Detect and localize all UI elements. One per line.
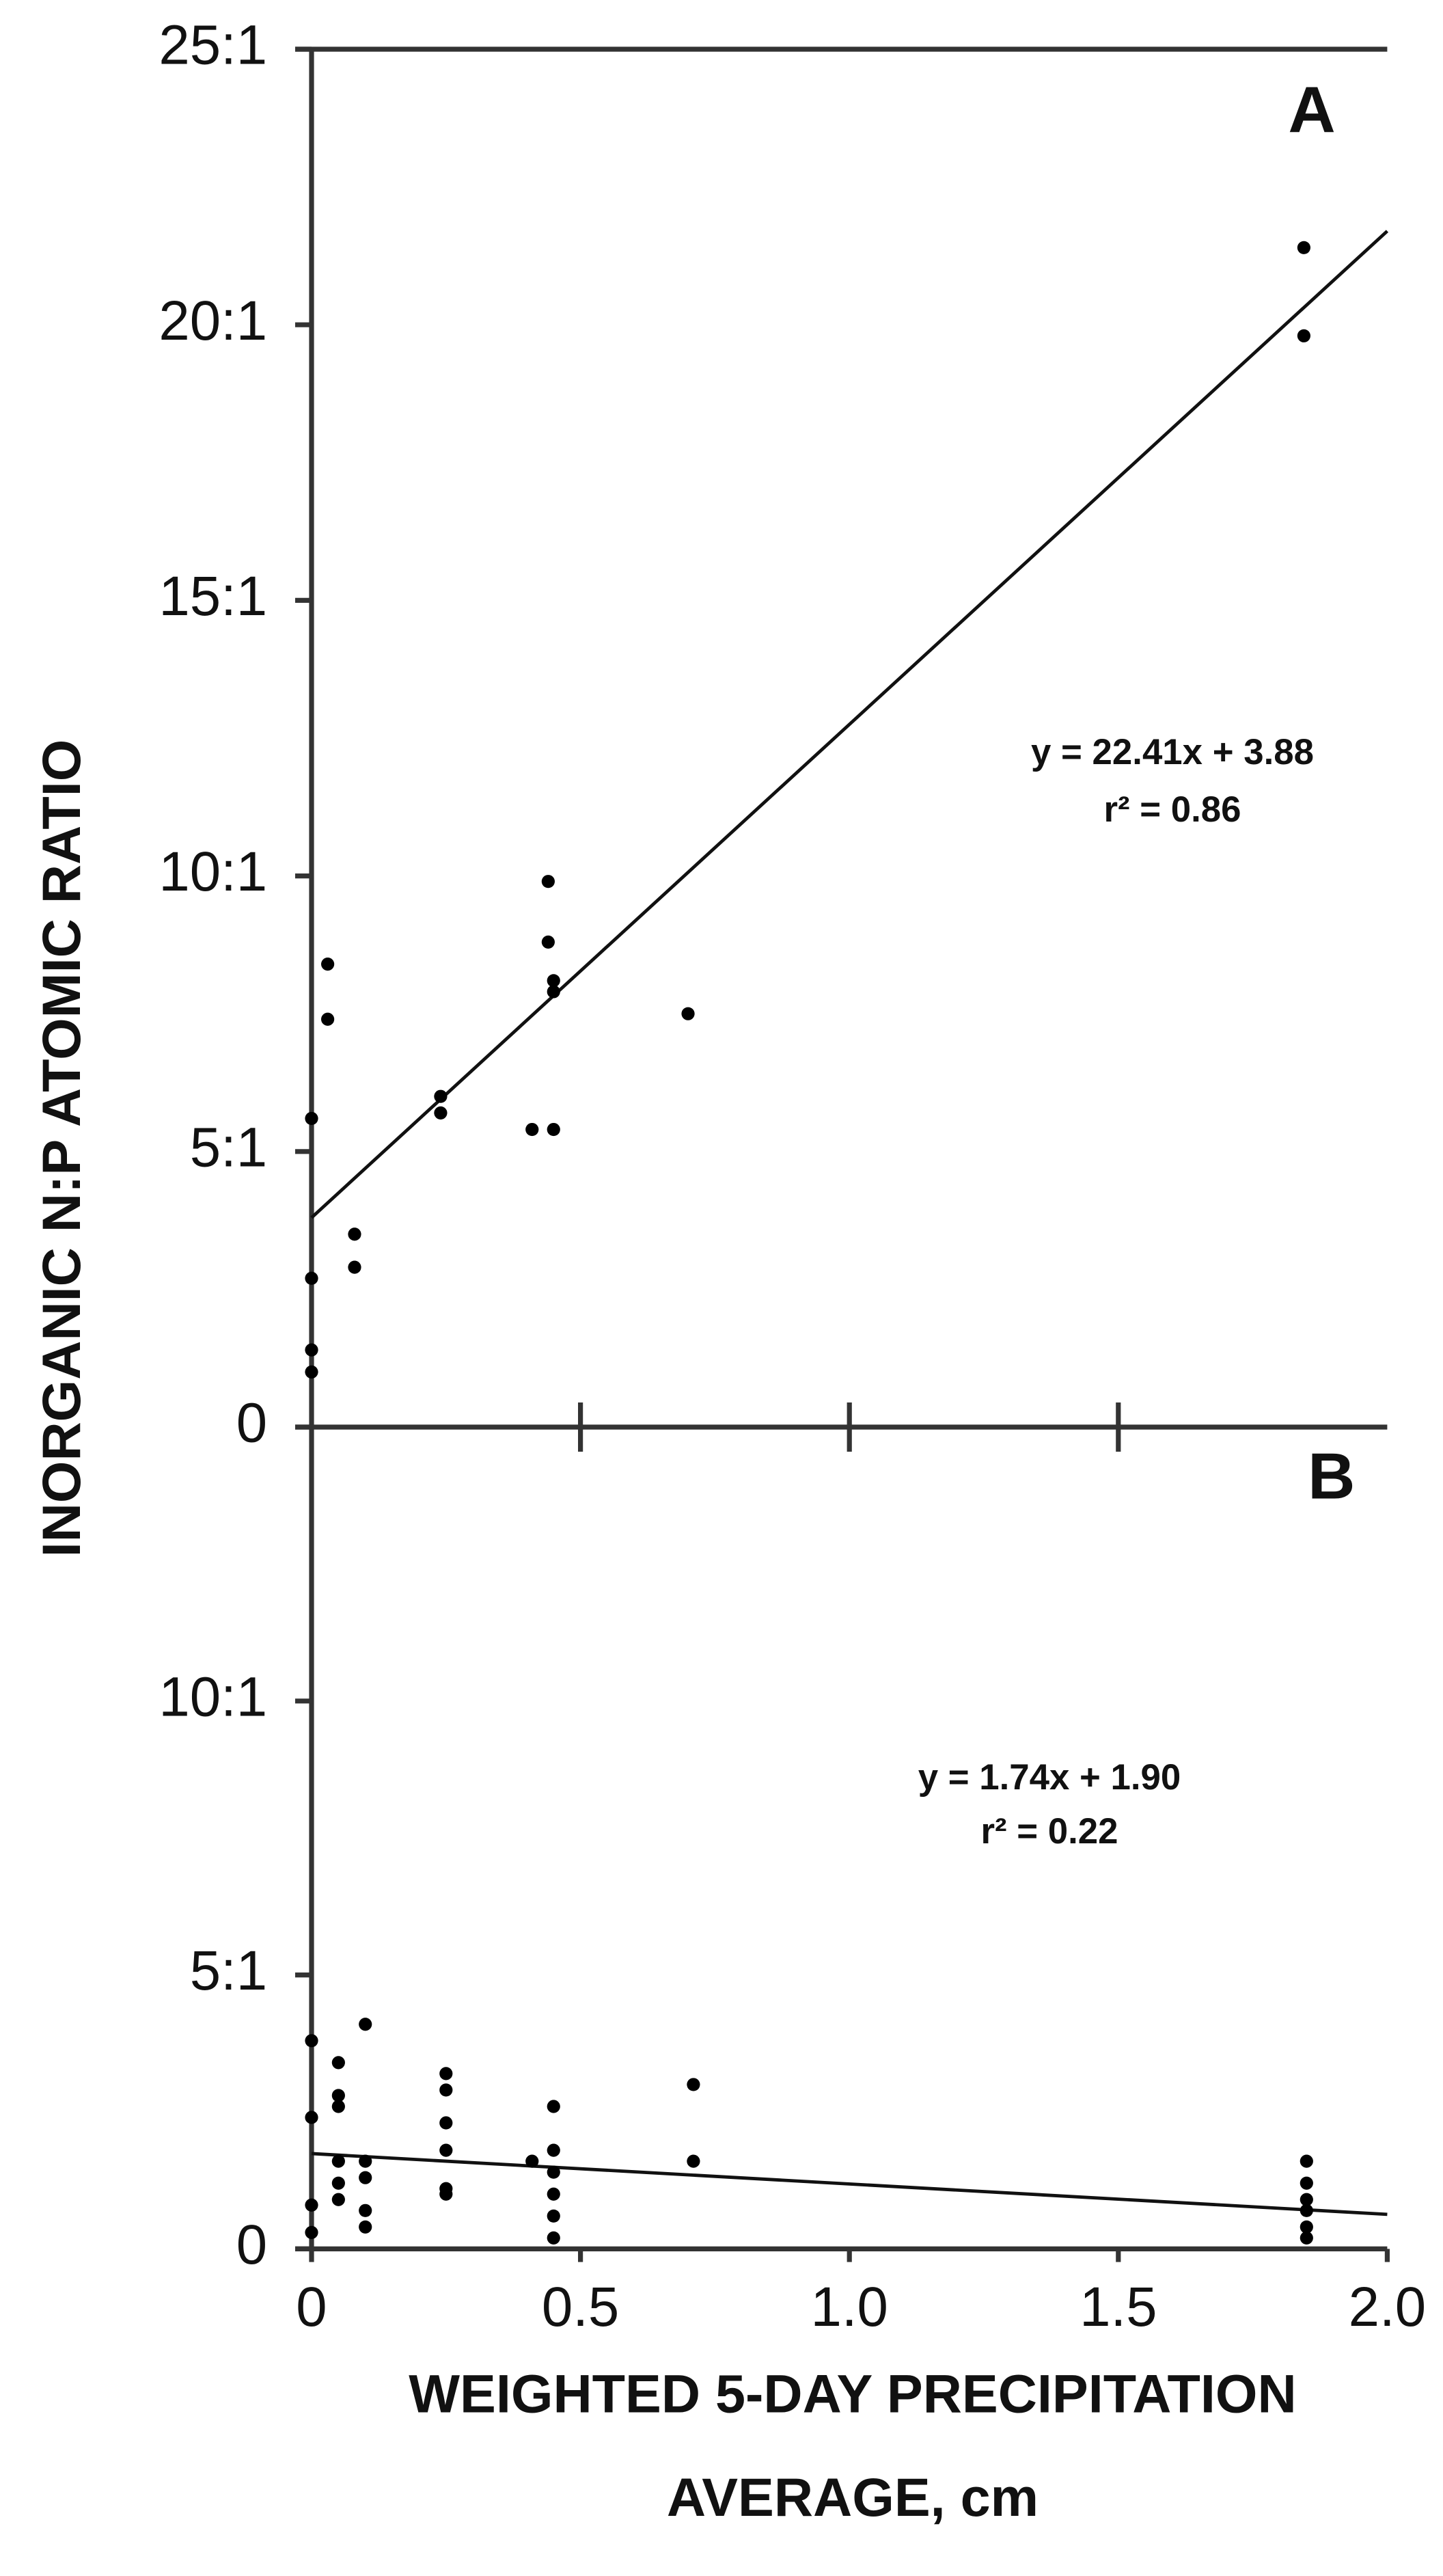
equation: y = 22.41x + 3.88	[1031, 732, 1314, 772]
data-point	[348, 1260, 361, 1274]
data-point	[359, 2204, 372, 2217]
data-point	[321, 1012, 335, 1026]
data-point	[1300, 2204, 1313, 2217]
data-point	[439, 2067, 453, 2080]
y-tick-label: 10:1	[159, 1666, 267, 1728]
data-point	[547, 2165, 560, 2179]
data-point	[547, 974, 560, 988]
data-point	[547, 2143, 560, 2157]
x-axis-title: WEIGHTED 5-DAY PRECIPITATION	[409, 2363, 1296, 2424]
data-point	[1300, 2193, 1313, 2206]
data-point	[1297, 329, 1310, 342]
data-point	[305, 2034, 318, 2048]
trend-line	[310, 230, 1389, 1219]
data-point	[305, 1111, 318, 1126]
data-point	[541, 875, 555, 889]
data-point	[1300, 2231, 1313, 2245]
x-tick-label: 0.5	[542, 2276, 619, 2338]
data-point	[547, 2100, 560, 2113]
y-tick-label: 15:1	[159, 565, 267, 627]
data-point	[331, 2089, 345, 2102]
data-point	[439, 2116, 453, 2130]
data-point	[439, 2187, 453, 2201]
data-point	[305, 2111, 318, 2124]
data-point	[1300, 2154, 1313, 2168]
data-point	[439, 2083, 453, 2097]
data-point	[331, 2176, 345, 2190]
equation: y = 1.74x + 1.90	[918, 1757, 1181, 1798]
data-point	[525, 1122, 539, 1137]
data-point	[541, 935, 555, 949]
trend-line	[311, 2152, 1388, 2216]
data-point	[359, 2171, 372, 2184]
x-axis-title: AVERAGE, cm	[667, 2467, 1039, 2527]
y-axis-title: INORGANIC N:P ATOMIC RATIO	[31, 740, 92, 1558]
data-point	[1300, 2220, 1313, 2234]
r-squared: r² = 0.86	[1103, 789, 1241, 830]
data-point	[331, 2193, 345, 2206]
y-tick-label: 25:1	[159, 14, 267, 77]
data-point	[331, 2100, 345, 2113]
data-point	[547, 985, 560, 999]
x-tick-label: 1.5	[1080, 2276, 1157, 2338]
r-squared: r² = 0.22	[980, 1811, 1118, 1852]
data-point	[547, 2209, 560, 2223]
data-point	[434, 1089, 448, 1103]
data-point	[687, 2154, 700, 2168]
data-point	[331, 2056, 345, 2070]
data-point	[525, 2154, 539, 2168]
y-tick-label: 20:1	[159, 290, 267, 352]
data-point	[305, 2198, 318, 2212]
data-point	[305, 1343, 318, 1357]
data-point	[1300, 2176, 1313, 2190]
data-point	[321, 958, 335, 971]
x-tick-label: 2.0	[1349, 2276, 1426, 2338]
data-point	[305, 1271, 318, 1285]
data-point	[687, 2078, 700, 2091]
y-tick-label: 10:1	[159, 841, 267, 903]
data-point	[359, 2220, 372, 2234]
y-tick-label: 0	[236, 1392, 267, 1454]
data-point	[359, 2154, 372, 2168]
x-tick-label: 1.0	[810, 2276, 888, 2338]
data-point	[1297, 241, 1310, 254]
y-tick-label: 5:1	[190, 1940, 267, 2002]
panel-label: A	[1288, 73, 1335, 146]
data-point	[547, 1122, 560, 1137]
data-point	[439, 2143, 453, 2157]
data-point	[359, 2018, 372, 2031]
y-tick-label: 0	[236, 2214, 267, 2276]
data-point	[681, 1007, 695, 1020]
data-point	[305, 1365, 318, 1379]
data-point	[348, 1228, 361, 1241]
x-tick-label: 0	[296, 2276, 327, 2338]
y-tick-label: 5:1	[190, 1116, 267, 1178]
data-point	[547, 2231, 560, 2245]
panel-label: B	[1308, 1440, 1355, 1513]
data-point	[331, 2154, 345, 2168]
data-point	[305, 2225, 318, 2239]
data-point	[434, 1106, 448, 1120]
data-point	[547, 2187, 560, 2201]
